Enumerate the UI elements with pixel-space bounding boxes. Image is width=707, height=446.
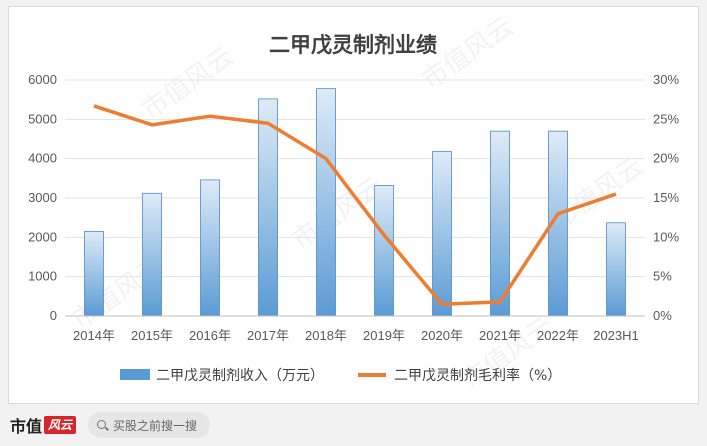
watermark-text: 市值风云 [287, 171, 389, 255]
bar-series [84, 88, 626, 317]
x-tick-label: 2014年 [73, 328, 115, 343]
y-tick-label: 2000 [28, 229, 57, 244]
x-tick-label: 2015年 [131, 328, 173, 343]
brand-logo: 市值 风云 [10, 413, 77, 437]
legend-label-revenue: 二甲戊灵制剂收入（万元） [156, 368, 324, 384]
x-tick-label: 2016年 [189, 328, 231, 343]
y2-axis: 0% 5% 10% 15% 20% 25% 30% [653, 72, 679, 323]
legend-label-margin: 二甲戊灵制剂毛利率（%） [394, 367, 561, 384]
y-tick-label: 4000 [28, 151, 57, 166]
x-tick-label: 2017年 [247, 328, 289, 343]
search-icon [97, 420, 107, 430]
search-placeholder: 买股之前搜一搜 [113, 418, 198, 433]
bar-2020年 [432, 151, 452, 317]
y2-tick-label: 30% [653, 72, 679, 87]
x-tick-label: 2018年 [305, 328, 347, 343]
brand-text: 市值 [10, 417, 43, 436]
footer-bar: 市值 风云 买股之前搜一搜 [0, 404, 707, 446]
x-tick-label: 2022年 [537, 328, 579, 343]
legend: 二甲戊灵制剂收入（万元） 二甲戊灵制剂毛利率（%） [120, 367, 561, 384]
y2-tick-label: 0% [653, 308, 672, 323]
bar-2016年 [200, 179, 220, 317]
brand-mark: 风云 [44, 416, 77, 434]
bar-2018年 [316, 88, 336, 317]
search-box[interactable]: 买股之前搜一搜 [88, 412, 211, 438]
bar-2014年 [84, 231, 104, 317]
y2-tick-label: 15% [653, 190, 679, 205]
y-tick-label: 5000 [28, 111, 57, 126]
x-tick-label: 2023H1 [593, 328, 639, 343]
bar-2021年 [490, 130, 510, 317]
y2-tick-label: 5% [653, 269, 672, 284]
y-tick-label: 1000 [28, 269, 57, 284]
line-series [93, 104, 617, 306]
y-tick-label: 0 [50, 308, 57, 323]
watermark-text: 市值风云 [137, 41, 239, 125]
legend-swatch-revenue [120, 369, 150, 380]
margin-line [93, 104, 617, 306]
bar-2023H1 [606, 222, 626, 317]
bar-2019年 [374, 185, 394, 317]
y2-tick-label: 10% [653, 229, 679, 244]
x-axis: 2014年 2015年 2016年 2017年 2018年 2019年 2020年 2021年… [73, 328, 639, 343]
y-axis: 0 1000 2000 3000 4000 5000 6000 [28, 72, 57, 323]
x-tick-label: 2019年 [363, 328, 405, 343]
bar-2015年 [142, 192, 162, 317]
y-tick-label: 6000 [28, 72, 57, 87]
y2-tick-label: 25% [653, 111, 679, 126]
chart-title: 二甲戊灵制剂业绩 [269, 33, 437, 57]
bar-2017年 [258, 98, 278, 317]
x-tick-label: 2021年 [479, 328, 521, 343]
y2-tick-label: 20% [653, 151, 679, 166]
y-tick-label: 3000 [28, 190, 57, 205]
x-tick-label: 2020年 [421, 328, 463, 343]
